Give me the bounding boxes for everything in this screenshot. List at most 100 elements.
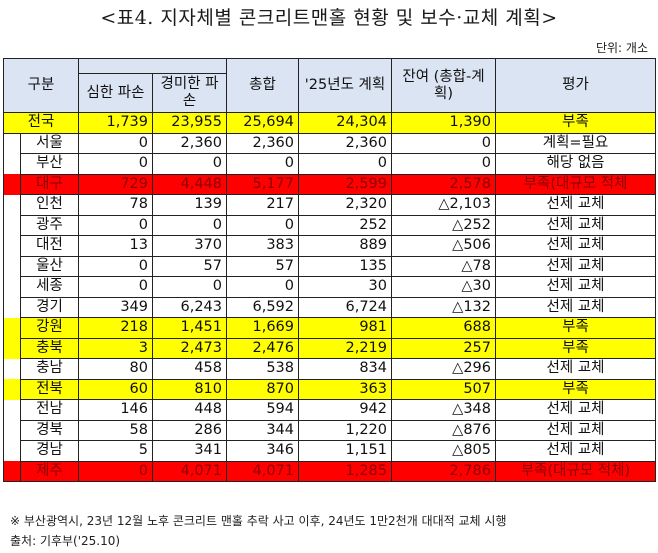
cell-evaluation: 선제 교체 — [495, 419, 656, 441]
cell-remaining: △506 — [391, 235, 496, 257]
cell-region: 경기 — [20, 296, 79, 318]
cell-evaluation: 부족(대규모 적체 — [495, 173, 656, 195]
cell-remaining: △252 — [391, 214, 496, 236]
cell-plan-2025: 2,360 — [298, 132, 392, 154]
table-row: 울산 0 57 57 135 △78 선제 교체 — [3, 255, 656, 277]
cell-severe-damage: 78 — [78, 194, 153, 216]
cell-evaluation: 부족 — [495, 378, 656, 400]
cell-plan-2025: 252 — [298, 214, 392, 236]
cell-remaining: 0 — [391, 132, 496, 154]
footnote: ※ 부산광역시, 23년 12월 노후 콘크리트 맨홀 추락 사고 이후, 24… — [10, 514, 507, 528]
cell-region: 인천 — [20, 194, 79, 216]
table-row: 충남 80 458 538 834 △296 선제 교체 — [3, 358, 656, 380]
cell-region: 울산 — [20, 255, 79, 277]
indent-spacer — [3, 420, 21, 441]
table-row: 제주 0 4,071 4,071 1,285 2,786 부족(대규모 적체) — [3, 460, 656, 482]
cell-plan-2025: 135 — [298, 255, 392, 277]
cell-severe-damage: 1,739 — [78, 112, 153, 134]
indent-spacer — [3, 358, 21, 379]
cell-minor-damage: 0 — [152, 153, 227, 175]
cell-minor-damage: 0 — [152, 276, 227, 298]
cell-severe-damage: 3 — [78, 337, 153, 359]
cell-severe-damage: 13 — [78, 235, 153, 257]
cell-plan-2025: 1,285 — [298, 460, 392, 482]
cell-plan-2025: 363 — [298, 378, 392, 400]
indent-spacer — [3, 235, 21, 256]
header-plan-2025: '25년도 계획 — [298, 58, 392, 113]
cell-minor-damage: 57 — [152, 255, 227, 277]
indent-spacer — [3, 379, 21, 400]
cell-minor-damage: 4,448 — [152, 173, 227, 195]
cell-severe-damage: 0 — [78, 255, 153, 277]
cell-severe-damage: 218 — [78, 317, 153, 339]
table-row: 강원 218 1,451 1,669 981 688 부족 — [3, 317, 656, 339]
table-row: 경기 349 6,243 6,592 6,724 △132 선제 교체 — [3, 296, 656, 318]
indent-spacer — [3, 399, 21, 420]
table-row: 전남 146 448 594 942 △348 선제 교체 — [3, 399, 656, 421]
cell-total: 2,476 — [226, 337, 299, 359]
source-label: 출처: 기후부('25.10) — [10, 534, 121, 548]
table-row: 세종 0 0 0 30 △30 선제 교체 — [3, 276, 656, 298]
cell-region: 세종 — [20, 276, 79, 298]
indent-spacer — [3, 297, 21, 318]
cell-total: 57 — [226, 255, 299, 277]
cell-remaining: 2,578 — [391, 173, 496, 195]
header-total: 총합 — [226, 58, 299, 113]
indent-spacer — [3, 276, 21, 297]
cell-minor-damage: 23,955 — [152, 112, 227, 134]
cell-severe-damage: 0 — [78, 153, 153, 175]
cell-severe-damage: 729 — [78, 173, 153, 195]
cell-total: 538 — [226, 358, 299, 380]
cell-plan-2025: 2,599 — [298, 173, 392, 195]
cell-severe-damage: 5 — [78, 440, 153, 462]
cell-plan-2025: 889 — [298, 235, 392, 257]
cell-region: 경북 — [20, 419, 79, 441]
cell-total: 0 — [226, 276, 299, 298]
cell-plan-2025: 0 — [298, 153, 392, 175]
cell-region: 부산 — [20, 153, 79, 175]
indent-spacer — [3, 461, 21, 482]
cell-remaining: △296 — [391, 358, 496, 380]
indent-spacer — [3, 317, 21, 338]
cell-region: 전남 — [20, 399, 79, 421]
cell-severe-damage: 0 — [78, 132, 153, 154]
cell-evaluation: 선제 교체 — [495, 296, 656, 318]
cell-remaining: 257 — [391, 337, 496, 359]
cell-evaluation: 부족 — [495, 317, 656, 339]
cell-remaining: △876 — [391, 419, 496, 441]
table-row: 대구 729 4,448 5,177 2,599 2,578 부족(대규모 적체 — [3, 173, 656, 195]
cell-plan-2025: 30 — [298, 276, 392, 298]
indent-spacer — [3, 174, 21, 195]
cell-total: 0 — [226, 153, 299, 175]
indent-spacer — [3, 338, 21, 359]
table-row: 서울 0 2,360 2,360 2,360 0 계획=필요 — [3, 132, 656, 154]
cell-severe-damage: 60 — [78, 378, 153, 400]
cell-evaluation: 선제 교체 — [495, 194, 656, 216]
header-minor-damage: 경미한 파손 — [152, 73, 227, 113]
cell-minor-damage: 1,451 — [152, 317, 227, 339]
cell-region: 광주 — [20, 214, 79, 236]
cell-evaluation: 선제 교체 — [495, 214, 656, 236]
cell-total: 1,669 — [226, 317, 299, 339]
table-row: 부산 0 0 0 0 0 해당 없음 — [3, 153, 656, 175]
cell-remaining: △78 — [391, 255, 496, 277]
cell-minor-damage: 810 — [152, 378, 227, 400]
cell-minor-damage: 4,071 — [152, 460, 227, 482]
indent-spacer — [3, 132, 21, 154]
cell-total: 5,177 — [226, 173, 299, 195]
cell-region: 대전 — [20, 235, 79, 257]
cell-total: 6,592 — [226, 296, 299, 318]
cell-total: 383 — [226, 235, 299, 257]
cell-region: 전북 — [20, 378, 79, 400]
cell-evaluation: 부족 — [495, 337, 656, 359]
cell-evaluation: 부족(대규모 적체) — [495, 460, 656, 482]
table-row: 전국 1,739 23,955 25,694 24,304 1,390 부족 — [3, 112, 656, 134]
table-row: 충북 3 2,473 2,476 2,219 257 부족 — [3, 337, 656, 359]
cell-minor-damage: 2,473 — [152, 337, 227, 359]
cell-minor-damage: 2,360 — [152, 132, 227, 154]
table-row: 인천 78 139 217 2,320 △2,103 선제 교체 — [3, 194, 656, 216]
cell-region: 대구 — [20, 173, 79, 195]
cell-remaining: 507 — [391, 378, 496, 400]
header-remaining: 잔여 (총합-계획) — [391, 58, 496, 113]
manhole-status-table: 구분 총합 '25년도 계획 잔여 (총합-계획) 평가 심한 파손 경미한 파… — [3, 58, 656, 482]
